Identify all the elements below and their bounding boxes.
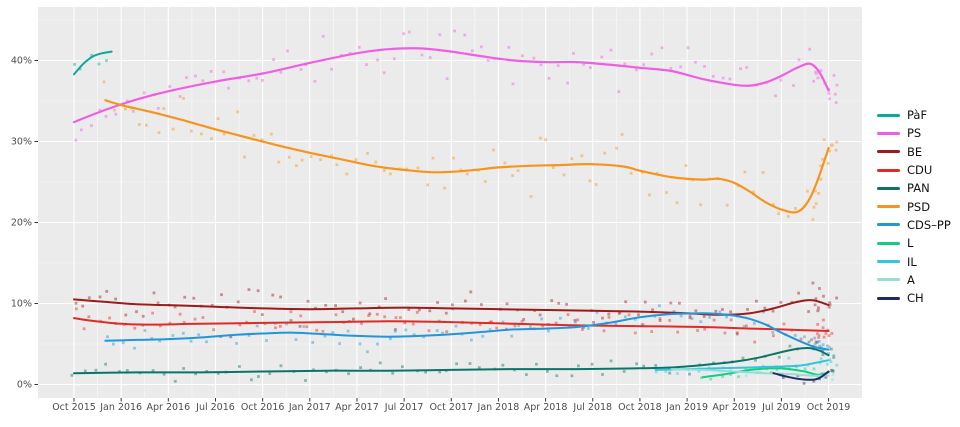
axis-ticks [34,60,830,402]
legend-label: PSD [907,199,931,214]
trend-line-psd [104,99,830,214]
legend-item-l: L [877,234,951,252]
legend-key-line-icon [877,204,900,209]
legend-key-line-icon [877,131,900,136]
x-tick-label: Jan 2016 [99,402,142,413]
scatter-points-paf [73,53,108,71]
legend-key-line-icon [877,222,900,227]
x-tick-label: Oct 2017 [429,402,473,413]
trend-line-a [670,368,830,377]
scatter-points-pan [70,340,836,383]
legend-item-il: IL [877,252,951,270]
plot-panel [38,7,862,398]
legend-item-be: BE [877,143,951,161]
legend-label: A [907,272,915,287]
x-tick-label: Oct 2015 [52,402,96,413]
x-tick-label: Jul 2016 [195,402,235,413]
legend-item-cdu: CDU [877,161,951,179]
y-tick-label: 0% [17,380,32,391]
legend-item-pan: PAN [877,179,951,197]
legend-key-line-icon [877,259,900,264]
legend-label: BE [907,144,923,159]
y-tick-label: 20% [11,218,32,229]
x-tick-label: Apr 2017 [335,402,379,413]
legend-key-line-icon [877,113,900,118]
legend-label: PAN [907,181,930,196]
trend-line-l [701,367,830,379]
legend-item-paf: PàF [877,106,951,124]
y-tick-label: 10% [11,299,32,310]
x-tick-label: Oct 2018 [618,402,662,413]
x-tick-label: Jan 2019 [665,402,708,413]
x-tick-label: Apr 2016 [146,402,190,413]
legend-label: PàF [907,108,928,123]
trend-line-ch [772,370,830,381]
legend-item-cds: CDS–PP [877,216,951,234]
legend-key-line-icon [877,186,900,191]
x-tick-label: Oct 2019 [807,402,851,413]
legend-item-ch: CH [877,289,951,307]
legend-item-psd: PSD [877,197,951,215]
legend-item-ps: PS [877,124,951,142]
legend-label: PS [907,126,922,141]
legend-key-line-icon [877,168,900,173]
legend-key-line-icon [877,149,900,154]
x-tick-label: Jul 2017 [384,402,424,413]
legend-item-a: A [877,271,951,289]
legend-label: CH [907,291,924,306]
x-tick-label: Jul 2018 [572,402,612,413]
x-tick-label: Jul 2019 [761,402,801,413]
scatter-points-ps [74,29,839,142]
legend-key-line-icon [877,296,900,301]
scatter-layer [70,29,839,385]
trend-line-be [73,298,830,316]
x-tick-label: Jan 2017 [288,402,331,413]
trend-line-paf [73,50,113,76]
gridlines-minor [38,7,862,398]
legend-label: CDS–PP [907,217,951,232]
x-tick-label: Jan 2018 [477,402,520,413]
trend-line-pan [73,347,830,375]
y-tick-label: 40% [11,56,32,67]
trend-line-cds [104,312,830,351]
legend-label: IL [907,254,917,269]
x-tick-label: Oct 2016 [241,402,285,413]
trend-line-cdu [73,317,830,332]
trend-layer [72,47,830,381]
legend-label: CDU [907,163,933,178]
legend-label: L [907,236,914,251]
legend-key-line-icon [877,277,900,282]
x-tick-label: Apr 2019 [712,402,756,413]
y-tick-label: 30% [11,137,32,148]
chart-legend: PàF PS BE CDU PAN PSD CDS–PP L IL A CH [877,106,951,307]
x-tick-label: Apr 2018 [524,402,568,413]
legend-key-line-icon [877,241,900,246]
trend-line-ps [72,47,830,124]
